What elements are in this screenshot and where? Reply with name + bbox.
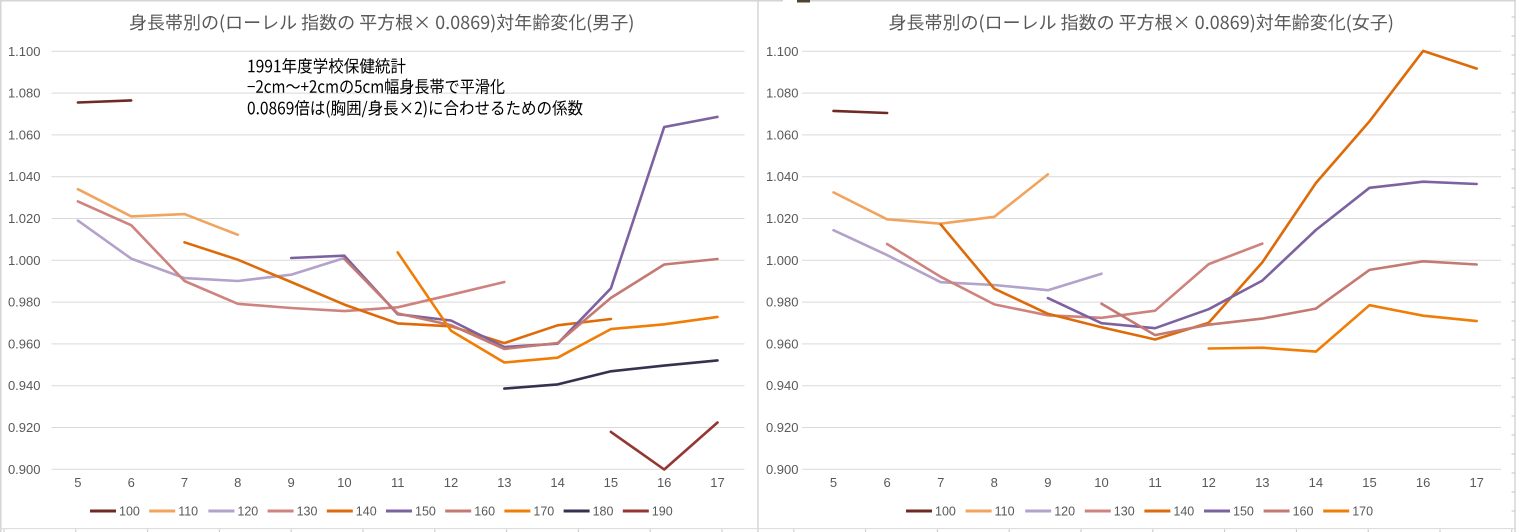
svg-text:12: 12 (444, 475, 458, 490)
svg-text:180: 180 (593, 505, 614, 519)
svg-text:0.980: 0.980 (8, 295, 41, 310)
svg-text:1.060: 1.060 (8, 127, 41, 142)
svg-text:1.100: 1.100 (766, 44, 799, 59)
svg-text:140: 140 (1173, 505, 1194, 519)
svg-text:8: 8 (234, 475, 241, 490)
svg-text:1.040: 1.040 (8, 169, 41, 184)
svg-text:1.080: 1.080 (766, 86, 799, 101)
svg-text:5: 5 (74, 475, 81, 490)
svg-text:160: 160 (474, 505, 495, 519)
svg-text:150: 150 (415, 505, 436, 519)
svg-text:7: 7 (937, 475, 944, 490)
svg-text:0.900: 0.900 (8, 462, 41, 477)
svg-text:100: 100 (119, 505, 140, 519)
svg-text:1.000: 1.000 (8, 253, 41, 268)
svg-text:120: 120 (1054, 505, 1075, 519)
svg-text:5: 5 (830, 475, 837, 490)
svg-text:110: 110 (178, 505, 198, 519)
svg-text:7: 7 (181, 475, 188, 490)
svg-text:13: 13 (1255, 475, 1269, 490)
svg-text:0.900: 0.900 (766, 462, 799, 477)
svg-text:160: 160 (1293, 505, 1314, 519)
svg-text:130: 130 (297, 505, 318, 519)
svg-text:170: 170 (533, 505, 554, 519)
svg-text:190: 190 (652, 505, 673, 519)
svg-text:1.040: 1.040 (766, 169, 799, 184)
svg-text:9: 9 (287, 475, 294, 490)
svg-text:15: 15 (1362, 475, 1376, 490)
svg-text:11: 11 (1148, 475, 1162, 490)
svg-text:1.020: 1.020 (766, 211, 799, 226)
svg-text:12: 12 (1201, 475, 1215, 490)
svg-text:110: 110 (995, 505, 1015, 519)
svg-text:17: 17 (1469, 475, 1483, 490)
svg-text:14: 14 (1309, 475, 1323, 490)
svg-text:1.000: 1.000 (766, 253, 799, 268)
svg-text:120: 120 (237, 505, 258, 519)
svg-text:0.940: 0.940 (766, 378, 799, 393)
svg-text:170: 170 (1352, 505, 1373, 519)
svg-text:11: 11 (391, 475, 405, 490)
svg-text:13: 13 (497, 475, 511, 490)
svg-text:0.960: 0.960 (8, 336, 41, 351)
svg-text:0.980: 0.980 (766, 295, 799, 310)
svg-text:140: 140 (356, 505, 377, 519)
svg-text:14: 14 (550, 475, 564, 490)
svg-text:6: 6 (883, 475, 890, 490)
svg-text:0.940: 0.940 (8, 378, 41, 393)
svg-text:1.080: 1.080 (8, 86, 41, 101)
svg-text:100: 100 (935, 505, 956, 519)
svg-text:10: 10 (337, 475, 351, 490)
svg-text:15: 15 (604, 475, 618, 490)
svg-text:0.960: 0.960 (766, 336, 799, 351)
svg-text:16: 16 (1416, 475, 1430, 490)
svg-text:6: 6 (128, 475, 135, 490)
svg-text:17: 17 (710, 475, 724, 490)
svg-text:1.100: 1.100 (8, 44, 41, 59)
svg-text:1.020: 1.020 (8, 211, 41, 226)
svg-text:0.920: 0.920 (8, 420, 41, 435)
svg-text:1.060: 1.060 (766, 127, 799, 142)
svg-text:150: 150 (1233, 505, 1254, 519)
svg-text:10: 10 (1094, 475, 1108, 490)
svg-text:8: 8 (991, 475, 998, 490)
svg-text:0.920: 0.920 (766, 420, 799, 435)
svg-text:130: 130 (1114, 505, 1135, 519)
svg-text:9: 9 (1044, 475, 1051, 490)
svg-text:16: 16 (657, 475, 671, 490)
